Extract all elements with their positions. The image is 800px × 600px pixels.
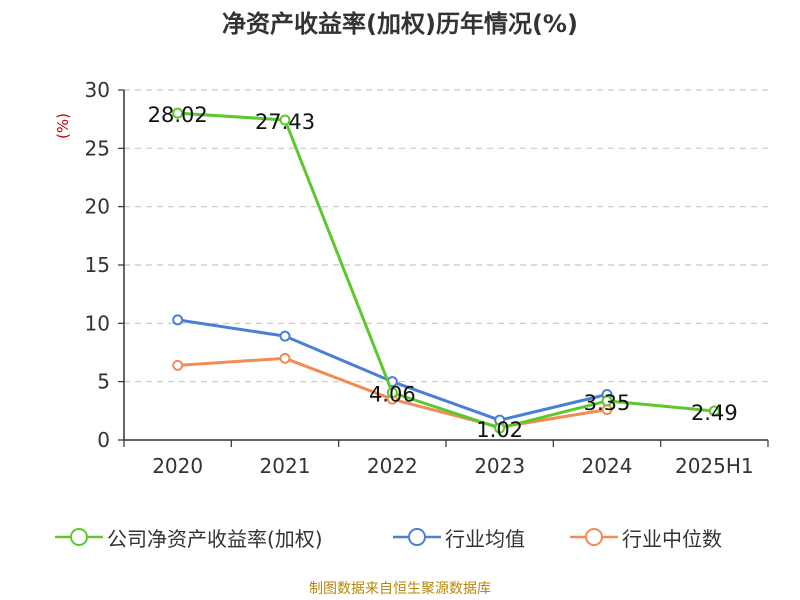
grid-lines <box>124 89 768 383</box>
data-point-s0-2020 <box>172 107 184 119</box>
x-tick-label-2025H1: 2025H1 <box>675 454 754 478</box>
data-label-2023: 1.02 <box>476 418 523 442</box>
legend-label-industry-mean: 行业均值 <box>445 526 525 551</box>
data-point-s0-2023 <box>494 422 506 434</box>
data-point-s0-2025H1 <box>708 405 720 417</box>
y-tick-label-0: 0 <box>97 428 110 452</box>
series-line-0 <box>177 111 715 430</box>
data-label-2025H1: 2.49 <box>691 401 738 425</box>
y-tick-label-25: 25 <box>85 136 110 160</box>
legend-marker-industry-median <box>570 528 618 546</box>
series-lines <box>172 107 720 434</box>
legend-label-company: 公司净资产收益率(加权) <box>107 526 323 551</box>
data-label-2022: 4.06 <box>369 383 416 407</box>
legend-item-industry-median: 行业中位数 <box>570 522 722 552</box>
legend-item-company: 公司净资产收益率(加权) <box>55 522 323 552</box>
legend-label-industry-median: 行业中位数 <box>622 526 722 551</box>
x-tick-label-2020: 2020 <box>152 454 203 478</box>
data-point-s1-2020 <box>172 314 184 326</box>
x-tick-label-2022: 2022 <box>367 454 418 478</box>
data-point-s2-2021 <box>279 352 291 364</box>
y-tick-label-15: 15 <box>85 253 110 277</box>
data-point-s0-2021 <box>279 114 291 126</box>
y-tick-label-20: 20 <box>85 195 110 219</box>
data-label-2024: 3.35 <box>584 391 631 415</box>
legend-item-industry-mean: 行业均值 <box>393 522 525 552</box>
source-note: 制图数据来自恒生聚源数据库 <box>309 581 491 597</box>
data-point-s1-2021 <box>279 330 291 342</box>
data-labels: 28.02 27.43 4.06 1.02 3.35 2.49 <box>148 103 738 442</box>
chart-title: 净资产收益率(加权)历年情况(%) <box>222 10 578 38</box>
x-tick-label-2024: 2024 <box>582 454 633 478</box>
data-point-s0-2024 <box>601 395 613 407</box>
data-point-s0-2022 <box>386 387 398 399</box>
legend-marker-industry-mean <box>393 528 441 546</box>
legend-marker-company <box>55 528 103 546</box>
data-label-2020: 28.02 <box>148 103 208 127</box>
y-tick-label-30: 30 <box>85 78 110 102</box>
x-tick-label-2023: 2023 <box>474 454 525 478</box>
data-label-2021: 27.43 <box>255 110 315 134</box>
data-point-s2-2020 <box>172 359 184 371</box>
y-tick-label-5: 5 <box>97 370 110 394</box>
y-tick-label-10: 10 <box>85 311 110 335</box>
y-axis-label: (%) <box>54 113 72 139</box>
x-tick-label-2021: 2021 <box>260 454 311 478</box>
legend: 公司净资产收益率(加权) 行业均值 行业中位数 <box>0 522 800 552</box>
axes: 0 5 10 15 20 25 30 2020 2021 2022 2023 2024 2025H1 <box>85 78 769 478</box>
